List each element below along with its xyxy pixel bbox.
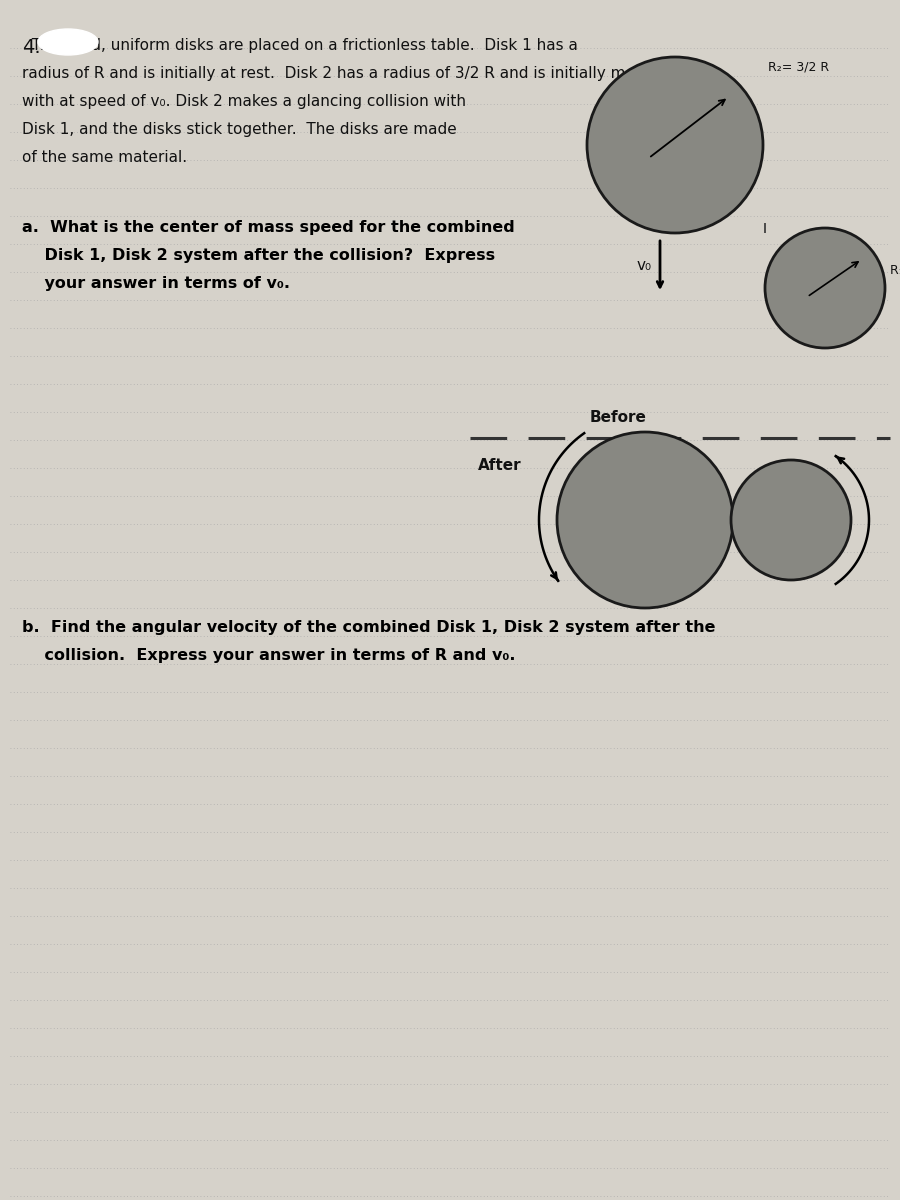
Ellipse shape (38, 29, 98, 55)
Text: v₀: v₀ (637, 258, 652, 272)
Text: Disk 1, Disk 2 system after the collision?  Express: Disk 1, Disk 2 system after the collisio… (22, 248, 495, 263)
Text: radius of R and is initially at rest.  Disk 2 has a radius of 3/2 R and is initi: radius of R and is initially at rest. Di… (22, 66, 668, 80)
Text: 4.: 4. (22, 38, 40, 56)
Text: Disk 1, and the disks stick together.  The disks are made: Disk 1, and the disks stick together. Th… (22, 122, 456, 137)
Text: R₁= R: R₁= R (890, 264, 900, 276)
Circle shape (731, 460, 851, 580)
Text: your answer in terms of v₀.: your answer in terms of v₀. (22, 276, 290, 290)
Text: a.  What is the center of mass speed for the combined: a. What is the center of mass speed for … (22, 220, 515, 235)
Text: R₂= 3/2 R: R₂= 3/2 R (768, 60, 829, 73)
Text: collision.  Express your answer in terms of R and v₀.: collision. Express your answer in terms … (22, 648, 516, 662)
Circle shape (557, 432, 733, 608)
Text: After: After (478, 458, 522, 474)
Text: of the same material.: of the same material. (22, 150, 187, 164)
Text: b.  Find the angular velocity of the combined Disk 1, Disk 2 system after the: b. Find the angular velocity of the comb… (22, 620, 716, 635)
Text: Two solid, uniform disks are placed on a frictionless table.  Disk 1 has a: Two solid, uniform disks are placed on a… (22, 38, 578, 53)
Text: Before: Before (590, 410, 647, 426)
Circle shape (587, 56, 763, 233)
Text: with at speed of v₀. Disk 2 makes a glancing collision with: with at speed of v₀. Disk 2 makes a glan… (22, 94, 466, 109)
Circle shape (765, 228, 885, 348)
